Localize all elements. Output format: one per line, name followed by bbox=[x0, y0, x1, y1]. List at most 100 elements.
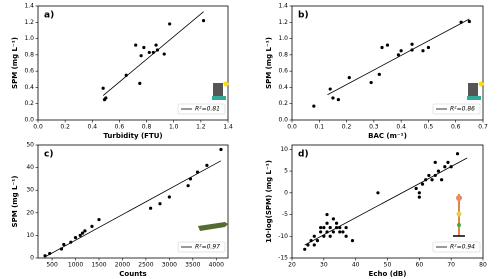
x-tick-label: 4000 bbox=[209, 262, 224, 269]
legend bbox=[432, 241, 481, 253]
point bbox=[455, 152, 460, 156]
point bbox=[158, 202, 162, 206]
point bbox=[446, 160, 450, 164]
panel-title: c) bbox=[44, 150, 53, 160]
point bbox=[303, 247, 307, 251]
point bbox=[459, 20, 463, 24]
point bbox=[205, 163, 209, 167]
x-tick-label: 0.5 bbox=[424, 124, 434, 131]
point bbox=[440, 178, 444, 182]
point bbox=[139, 54, 143, 58]
x-tick-label: 3000 bbox=[162, 262, 177, 269]
point bbox=[334, 221, 339, 225]
point bbox=[73, 236, 78, 240]
point bbox=[43, 254, 47, 258]
point bbox=[426, 45, 431, 50]
x-tick-label: 0.7 bbox=[478, 124, 488, 131]
point bbox=[168, 22, 172, 26]
y-tick-label: 5 bbox=[284, 168, 288, 175]
point bbox=[80, 231, 85, 235]
y-tick-label: -5 bbox=[282, 211, 288, 218]
point bbox=[443, 165, 447, 169]
legend bbox=[177, 241, 226, 253]
x-tick-label: 0.2 bbox=[342, 124, 352, 131]
point bbox=[331, 230, 335, 234]
point bbox=[309, 239, 313, 243]
y-tick-label: 1.4 bbox=[24, 3, 34, 10]
legend-label: R²=0.81 bbox=[195, 106, 220, 113]
point bbox=[424, 178, 428, 182]
x-tick-label: 0.1 bbox=[315, 124, 325, 131]
point bbox=[83, 229, 87, 233]
y-tick-label: 0.4 bbox=[278, 84, 288, 91]
y-tick-label: 0.8 bbox=[24, 51, 34, 58]
y-tick-label: -15 bbox=[278, 255, 288, 262]
y-tick-label: 1.2 bbox=[278, 19, 288, 26]
x-tick-label: 2000 bbox=[115, 262, 130, 269]
point bbox=[97, 217, 101, 222]
panel-title: d) bbox=[298, 150, 309, 160]
x-tick-label: 3500 bbox=[185, 262, 200, 269]
fit-line bbox=[44, 160, 222, 258]
y-tick-label: 0 bbox=[30, 255, 34, 262]
y-axis-label: SPM (mg L⁻¹) bbox=[265, 37, 273, 89]
point bbox=[350, 239, 355, 243]
point bbox=[430, 178, 434, 182]
legend-label: R²=0.86 bbox=[450, 106, 475, 113]
panel-title: b) bbox=[298, 11, 309, 21]
x-tick-label: 40 bbox=[352, 262, 360, 269]
panel: 500 1000 1500 2000 2500 3000 3500 4000 0 10 20 30 40… bbox=[11, 142, 229, 278]
point bbox=[338, 230, 342, 234]
x-tick-label: 0.4 bbox=[88, 124, 98, 131]
point bbox=[151, 50, 155, 55]
plot-frame bbox=[291, 5, 484, 121]
x-tick-label: 2500 bbox=[138, 262, 153, 269]
point bbox=[436, 169, 441, 173]
point bbox=[319, 230, 323, 234]
x-tick-label: 30 bbox=[320, 262, 328, 269]
point bbox=[344, 234, 348, 238]
x-tick-label: 1.4 bbox=[223, 124, 233, 131]
panel-title: a) bbox=[44, 11, 54, 21]
y-tick-label: 1.0 bbox=[278, 35, 288, 42]
y-tick-label: 50 bbox=[26, 142, 34, 149]
point bbox=[90, 224, 94, 228]
y-tick-label: 10 bbox=[280, 146, 288, 153]
x-tick-label: 0.6 bbox=[451, 124, 461, 131]
y-tick-label: 1.0 bbox=[24, 35, 34, 42]
y-tick-label: -10 bbox=[278, 233, 288, 240]
point bbox=[420, 182, 425, 186]
point bbox=[201, 19, 206, 23]
point bbox=[376, 191, 380, 195]
point bbox=[147, 50, 151, 55]
point bbox=[467, 19, 471, 24]
point bbox=[134, 43, 138, 47]
y-tick-label: 0.4 bbox=[24, 84, 34, 91]
point bbox=[315, 239, 320, 243]
point bbox=[421, 49, 425, 53]
legend-label: R²=0.97 bbox=[195, 244, 220, 251]
panel: 20 30 40 50 60 70 80 -15 -10 -5 0 5 10 Echo (dB) 10·lo… bbox=[265, 144, 487, 278]
point bbox=[399, 49, 403, 53]
x-axis-label: Turbidity (FTU) bbox=[103, 132, 162, 140]
point bbox=[138, 81, 142, 85]
point bbox=[396, 53, 401, 57]
point bbox=[328, 225, 332, 230]
point bbox=[101, 86, 105, 90]
plot-frame bbox=[37, 144, 229, 259]
point bbox=[142, 45, 146, 50]
point bbox=[148, 206, 153, 210]
x-tick-label: 0.0 bbox=[33, 124, 43, 131]
legend bbox=[432, 103, 481, 115]
y-tick-label: 30 bbox=[26, 187, 34, 194]
point bbox=[410, 48, 414, 52]
point bbox=[154, 43, 158, 47]
x-tick-label: 1000 bbox=[68, 262, 83, 269]
point bbox=[312, 104, 316, 108]
x-tick-label: 1.0 bbox=[169, 124, 179, 131]
x-tick-label: 80 bbox=[479, 262, 487, 269]
point bbox=[410, 42, 414, 46]
y-tick-label: 0.6 bbox=[24, 68, 34, 75]
legend bbox=[177, 103, 226, 115]
